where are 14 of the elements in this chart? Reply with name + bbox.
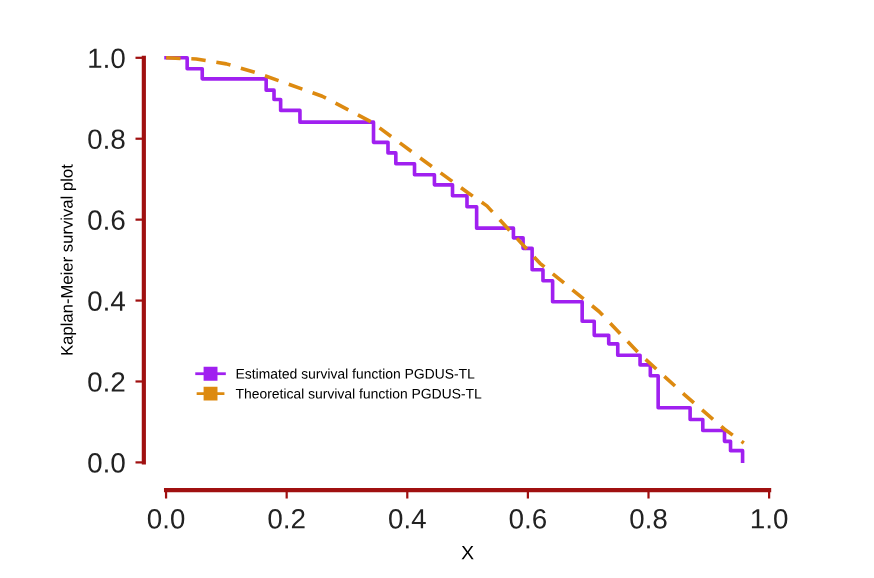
y-tick-label: 0.2 [88,372,125,392]
y-tick-label: 1.0 [89,48,125,69]
x-tick-label: 1.0 [751,508,788,529]
x-axis-title: X [461,545,474,560]
x-tick-label: 0.4 [389,508,426,529]
x-tick-label: 0.6 [509,508,546,529]
x-tick-label: 0.8 [630,508,667,529]
y-axis-title: Kaplan-Meier survival plot [60,164,77,355]
x-tick-label: 0.2 [268,508,305,529]
y-tick-label: 0.4 [88,291,125,311]
y-tick-label: 0.8 [88,129,125,150]
y-tick-label: 0.6 [88,210,125,230]
y-tick-label: 0.0 [88,453,125,473]
x-tick-label: 0.0 [147,508,185,529]
